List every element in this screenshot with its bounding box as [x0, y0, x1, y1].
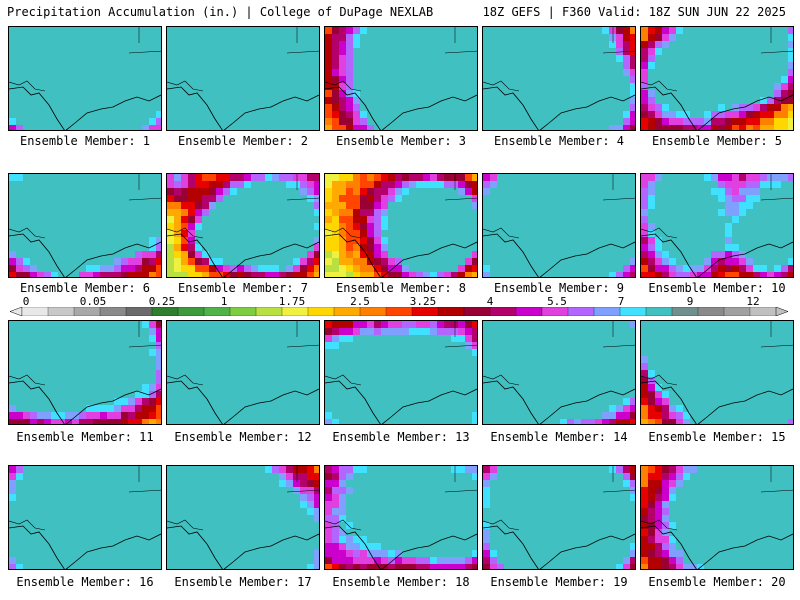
- ensemble-member-label: Ensemble Member: 9: [493, 281, 625, 295]
- precip-field: [167, 321, 319, 424]
- precip-field: [325, 321, 477, 424]
- ensemble-panel: [324, 173, 478, 278]
- precip-field: [641, 174, 793, 277]
- ensemble-member-label: Ensemble Member: 6: [19, 281, 151, 295]
- precip-field: [9, 174, 161, 277]
- precip-field: [483, 174, 635, 277]
- precip-field: [325, 466, 477, 569]
- ensemble-panel: [482, 320, 636, 425]
- colorbar-tick-label: 2.5: [350, 295, 370, 308]
- precip-field: [641, 466, 793, 569]
- ensemble-member-label: Ensemble Member: 12: [174, 430, 312, 444]
- ensemble-member-label: Ensemble Member: 16: [16, 575, 154, 589]
- ensemble-member-label: Ensemble Member: 8: [335, 281, 467, 295]
- precip-field: [641, 321, 793, 424]
- ensemble-member-label: Ensemble Member: 5: [651, 134, 783, 148]
- colorbar-tick-label: 9: [686, 295, 694, 308]
- ensemble-panel: [640, 465, 794, 570]
- ensemble-panel: [166, 26, 320, 131]
- ensemble-member-label: Ensemble Member: 19: [490, 575, 628, 589]
- precip-field: [9, 321, 161, 424]
- ensemble-member-label: Ensemble Member: 14: [490, 430, 628, 444]
- ensemble-member-label: Ensemble Member: 15: [648, 430, 786, 444]
- ensemble-panel: [482, 173, 636, 278]
- ensemble-panel: [324, 320, 478, 425]
- colorbar-labels: 0 0.05 0.25 1 1.75 2.5 3.25 4 5.5 7 9 12: [10, 296, 788, 307]
- map-title: Precipitation Accumulation (in.) | Colle…: [7, 5, 434, 19]
- colorbar-tick-label: 12: [746, 295, 760, 308]
- ensemble-panel: [640, 26, 794, 131]
- colorbar-tick-label: 7: [617, 295, 625, 308]
- ensemble-panel: [324, 465, 478, 570]
- run-info: 18Z GEFS | F360 Valid: 18Z SUN JUN 22 20…: [482, 5, 786, 19]
- precip-field: [483, 321, 635, 424]
- precip-field: [167, 174, 319, 277]
- ensemble-panel: [482, 26, 636, 131]
- colorbar-ramp: [10, 307, 788, 316]
- ensemble-member-label: Ensemble Member: 1: [19, 134, 151, 148]
- colorbar-tick-label: 1.75: [278, 295, 306, 308]
- colorbar-tick-label: 0.05: [79, 295, 107, 308]
- ensemble-member-label: Ensemble Member: 13: [332, 430, 470, 444]
- colorbar-tick-label: 1: [220, 295, 228, 308]
- ensemble-member-label: Ensemble Member: 17: [174, 575, 312, 589]
- ensemble-panel: [8, 320, 162, 425]
- precip-field: [167, 27, 319, 130]
- ensemble-panel: [324, 26, 478, 131]
- precip-field: [167, 466, 319, 569]
- precip-colorbar: 0 0.05 0.25 1 1.75 2.5 3.25 4 5.5 7 9 12: [10, 296, 788, 318]
- ensemble-panel: [640, 173, 794, 278]
- precip-field: [483, 27, 635, 130]
- ensemble-panel: [8, 465, 162, 570]
- ensemble-panel: [8, 26, 162, 131]
- precip-field: [325, 27, 477, 130]
- colorbar-tick-label: 5.5: [547, 295, 567, 308]
- ensemble-member-label: Ensemble Member: 20: [648, 575, 786, 589]
- precip-field: [9, 27, 161, 130]
- ensemble-member-label: Ensemble Member: 11: [16, 430, 154, 444]
- ensemble-member-label: Ensemble Member: 18: [332, 575, 470, 589]
- ensemble-member-label: Ensemble Member: 10: [648, 281, 786, 295]
- ensemble-panel: [166, 465, 320, 570]
- ensemble-panel: [166, 320, 320, 425]
- ensemble-panel: [166, 173, 320, 278]
- ensemble-panel: [482, 465, 636, 570]
- precip-field: [325, 174, 477, 277]
- ensemble-member-label: Ensemble Member: 4: [493, 134, 625, 148]
- precip-field: [483, 466, 635, 569]
- ensemble-member-label: Ensemble Member: 7: [177, 281, 309, 295]
- colorbar-tick-label: 4: [486, 295, 494, 308]
- colorbar-tick-label: 0.25: [148, 295, 176, 308]
- ensemble-panel: [8, 173, 162, 278]
- ensemble-member-label: Ensemble Member: 3: [335, 134, 467, 148]
- ensemble-member-label: Ensemble Member: 2: [177, 134, 309, 148]
- ensemble-panel: [640, 320, 794, 425]
- precip-field: [9, 466, 161, 569]
- colorbar-tick-label: 0: [22, 295, 30, 308]
- colorbar-tick-label: 3.25: [409, 295, 437, 308]
- precip-field: [641, 27, 793, 130]
